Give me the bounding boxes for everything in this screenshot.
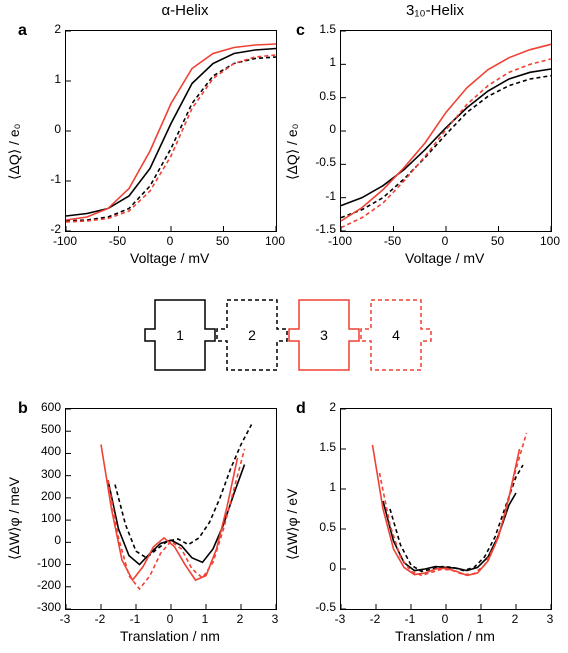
ytick-label: 300 xyxy=(25,467,61,481)
plot-c-svg xyxy=(341,31,551,231)
panel-d xyxy=(340,408,552,610)
ytick-label: 0 xyxy=(25,533,61,547)
title-left: α-Helix xyxy=(80,2,290,19)
xtick-label: 0 xyxy=(158,612,182,626)
xtick-label: 0 xyxy=(158,234,182,248)
legend-label-2: 2 xyxy=(248,327,256,343)
ytick-label: 100 xyxy=(25,511,61,525)
ytick-label: -0.5 xyxy=(300,600,336,614)
panel-a xyxy=(65,30,277,232)
xtick-label: 3 xyxy=(263,612,287,626)
xtick-label: 50 xyxy=(486,234,510,248)
ylabel-d: ⟨ΔW⟩φ / eV xyxy=(284,489,301,560)
plot-d-svg xyxy=(341,409,551,609)
xtick-label: -50 xyxy=(106,234,130,248)
ytick-label: 0.5 xyxy=(300,520,336,534)
xtick-label: -100 xyxy=(328,234,352,248)
legend-svg: 1 2 3 4 xyxy=(135,290,445,380)
plot-b-svg xyxy=(66,409,276,609)
xtick-label: 0 xyxy=(433,234,457,248)
ylabel-b: ⟨ΔW⟩φ / meV xyxy=(6,477,23,560)
series-s3 xyxy=(66,44,276,220)
ytick-label: -1.5 xyxy=(300,222,336,236)
xtick-label: -1 xyxy=(123,612,147,626)
xtick-label: 0 xyxy=(433,612,457,626)
xlabel-b: Translation / nm xyxy=(120,628,220,644)
series-s2 xyxy=(341,76,551,218)
ytick-label: 1 xyxy=(300,55,336,69)
panel-b xyxy=(65,408,277,610)
ytick-label: -200 xyxy=(25,578,61,592)
series-s4 xyxy=(66,55,276,222)
ytick-label: 1 xyxy=(25,72,61,86)
xtick-label: 100 xyxy=(263,234,287,248)
ytick-label: 0 xyxy=(300,122,336,136)
xtick-label: 2 xyxy=(503,612,527,626)
series-s2 xyxy=(66,57,276,221)
xlabel-a: Voltage / mV xyxy=(130,250,209,266)
ytick-label: 1 xyxy=(300,480,336,494)
xtick-label: -2 xyxy=(88,612,112,626)
xtick-label: 50 xyxy=(211,234,235,248)
series-s1 xyxy=(66,49,276,217)
legend: 1 2 3 4 xyxy=(135,290,445,380)
xtick-label: -1 xyxy=(398,612,422,626)
xtick-label: -3 xyxy=(328,612,352,626)
ytick-label: 400 xyxy=(25,444,61,458)
ytick-label: -0.5 xyxy=(300,155,336,169)
ytick-label: -1 xyxy=(300,189,336,203)
xtick-label: 2 xyxy=(228,612,252,626)
panel-c xyxy=(340,30,552,232)
ylabel-a: ⟨ΔQ⟩ / e₀ xyxy=(6,124,23,180)
plot-a-svg xyxy=(66,31,276,231)
legend-label-3: 3 xyxy=(320,327,328,343)
series-s3 xyxy=(341,44,551,221)
title-right: 3₁₀-Helix xyxy=(330,2,540,19)
ytick-label: -300 xyxy=(25,600,61,614)
figure: α-Helix 3₁₀-Helix a c b d Voltage / mV ⟨… xyxy=(0,0,568,653)
ytick-label: 0 xyxy=(25,122,61,136)
ytick-label: 0 xyxy=(300,560,336,574)
ytick-label: 0.5 xyxy=(300,89,336,103)
ytick-label: -2 xyxy=(25,222,61,236)
ytick-label: 2 xyxy=(25,22,61,36)
xlabel-d: Translation / nm xyxy=(395,628,495,644)
legend-label-4: 4 xyxy=(392,327,400,343)
ytick-label: 200 xyxy=(25,489,61,503)
ytick-label: 600 xyxy=(25,400,61,414)
series-s4 xyxy=(380,433,527,575)
xtick-label: -2 xyxy=(363,612,387,626)
xtick-label: 1 xyxy=(468,612,492,626)
ylabel-c: ⟨ΔQ⟩ / e₀ xyxy=(284,124,301,180)
ytick-label: -1 xyxy=(25,172,61,186)
xtick-label: -3 xyxy=(53,612,77,626)
ytick-label: 500 xyxy=(25,422,61,436)
legend-label-1: 1 xyxy=(176,327,184,343)
ytick-label: 2 xyxy=(300,400,336,414)
series-s1 xyxy=(341,69,551,206)
ytick-label: 1.5 xyxy=(300,22,336,36)
xtick-label: -100 xyxy=(53,234,77,248)
xtick-label: 100 xyxy=(538,234,562,248)
xlabel-c: Voltage / mV xyxy=(405,250,484,266)
ytick-label: -100 xyxy=(25,556,61,570)
series-s4 xyxy=(341,59,551,228)
xtick-label: 3 xyxy=(538,612,562,626)
xtick-label: 1 xyxy=(193,612,217,626)
ytick-label: 1.5 xyxy=(300,440,336,454)
xtick-label: -50 xyxy=(381,234,405,248)
series-s3 xyxy=(373,445,520,575)
